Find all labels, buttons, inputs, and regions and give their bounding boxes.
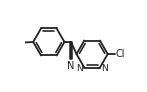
- Text: N: N: [67, 61, 75, 71]
- Text: N: N: [76, 64, 83, 73]
- Text: N: N: [101, 64, 108, 73]
- Text: Cl: Cl: [116, 49, 125, 59]
